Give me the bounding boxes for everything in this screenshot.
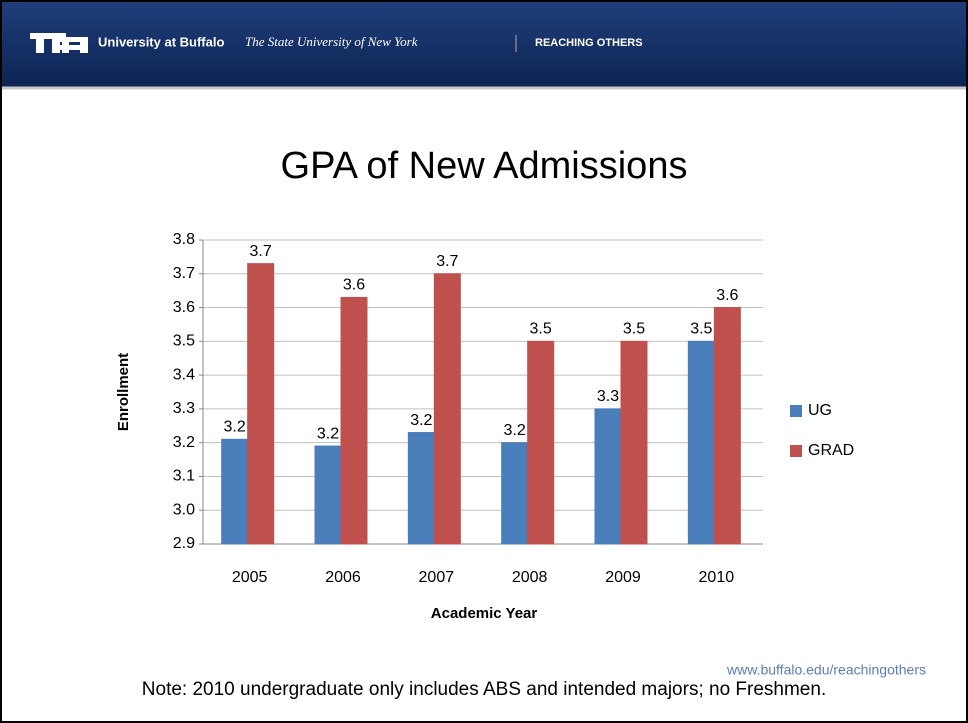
- brand: University at Buffalo: [98, 34, 224, 49]
- value-label: 3.6: [716, 287, 738, 304]
- y-tick-label: 2.9: [173, 535, 195, 552]
- bar: [407, 432, 435, 545]
- bar: [314, 445, 342, 545]
- value-label: 3.2: [224, 419, 246, 436]
- value-label: 3.7: [250, 243, 272, 260]
- value-label: 3.2: [504, 422, 526, 439]
- legend-label: GRAD: [808, 442, 854, 459]
- value-label: 3.5: [690, 321, 712, 338]
- x-tick-label: 2007: [419, 569, 455, 586]
- x-tick-label: 2005: [232, 569, 268, 586]
- legend-swatch: [790, 445, 802, 457]
- y-tick-label: 3.2: [173, 434, 195, 451]
- value-label: 3.5: [623, 321, 645, 338]
- x-tick-label: 2009: [605, 569, 641, 586]
- y-axis-label: Enrollment: [115, 353, 132, 431]
- tagline: REACHING OTHERS: [535, 37, 643, 49]
- ub-logo: [30, 33, 88, 53]
- value-label: 3.5: [530, 321, 552, 338]
- x-tick-label: 2006: [325, 569, 361, 586]
- x-axis-label: Academic Year: [431, 605, 538, 622]
- y-tick-label: 3.3: [173, 400, 195, 417]
- bar: [501, 442, 529, 545]
- bar: [687, 340, 715, 545]
- legend-label: UG: [808, 402, 832, 419]
- y-tick-label: 3.0: [173, 501, 195, 518]
- y-tick-label: 3.5: [173, 333, 195, 350]
- value-label: 3.7: [436, 253, 458, 270]
- x-tick-label: 2010: [699, 569, 735, 586]
- y-tick-label: 3.8: [173, 231, 195, 248]
- bar: [340, 296, 368, 545]
- chart-title: GPA of New Admissions: [281, 145, 688, 187]
- brand-subtitle: The State University of New York: [245, 34, 418, 49]
- value-label: 3.6: [343, 277, 365, 294]
- legend-swatch: [790, 405, 802, 417]
- bar: [221, 438, 249, 545]
- y-tick-label: 3.6: [173, 299, 195, 316]
- header-bar: [0, 0, 968, 88]
- bar: [620, 340, 648, 545]
- value-label: 3.2: [410, 412, 432, 429]
- bar: [433, 273, 461, 545]
- bar: [247, 263, 275, 545]
- bar: [594, 408, 622, 545]
- value-label: 3.3: [597, 388, 619, 405]
- footer-note: Note: 2010 undergraduate only includes A…: [142, 679, 826, 700]
- footer-url: www.buffalo.edu/reachingothers: [726, 662, 926, 678]
- x-tick-label: 2008: [512, 569, 548, 586]
- bar: [713, 307, 741, 545]
- y-tick-label: 3.7: [173, 265, 195, 282]
- y-tick-label: 3.1: [173, 468, 195, 485]
- value-label: 3.2: [317, 425, 339, 442]
- y-tick-label: 3.4: [173, 366, 195, 383]
- bar: [527, 340, 555, 545]
